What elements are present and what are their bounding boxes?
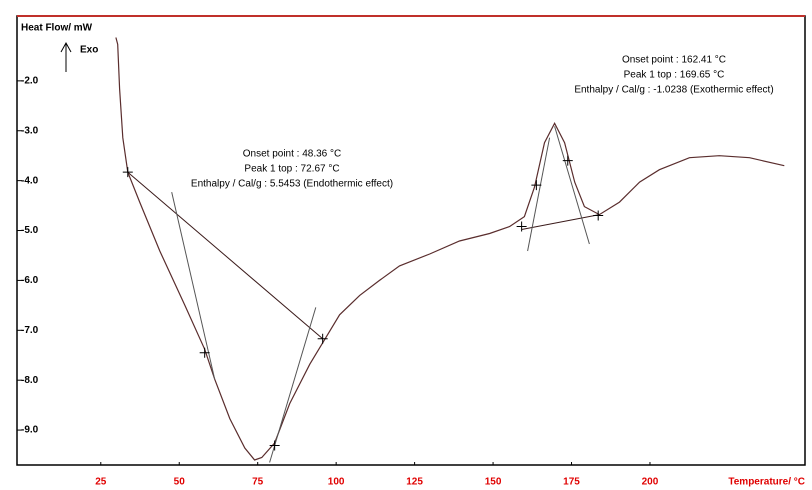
construction-line (527, 137, 551, 252)
x-tick-label: 150 (485, 477, 502, 488)
x-tick-label: 100 (328, 477, 345, 488)
construction-line (127, 171, 324, 340)
annotation: Onset point : 162.41 °C (622, 55, 726, 66)
x-tick-label: 200 (642, 477, 659, 488)
marker (516, 221, 527, 232)
marker (199, 347, 210, 358)
construction-line (554, 126, 590, 245)
x-tick-label: 50 (174, 477, 186, 488)
exo-label: Exo (80, 45, 98, 56)
annotation: Enthalpy / Cal/g : 5.5453 (Endothermic e… (191, 179, 393, 190)
y-tick-label: -9.0 (21, 425, 39, 436)
y-tick-label: -7.0 (21, 325, 39, 336)
marker (269, 440, 280, 451)
x-tick-label: 175 (563, 477, 580, 488)
annotation: Onset point : 48.36 °C (243, 149, 342, 160)
plot-frame (16, 15, 806, 466)
heat-flow-curve (115, 37, 785, 461)
x-tick-label: 125 (406, 477, 423, 488)
y-axis-label: Heat Flow/ mW (21, 23, 93, 34)
exo-arrow (60, 41, 72, 72)
construction-line (521, 214, 600, 230)
x-tick-label: 25 (95, 477, 107, 488)
y-tick-label: -2.0 (21, 75, 39, 86)
annotation: Peak 1 top : 169.65 °C (624, 70, 725, 81)
y-tick-label: -3.0 (21, 125, 39, 136)
marker (317, 333, 328, 344)
marker (562, 155, 573, 166)
annotation: Peak 1 top : 72.67 °C (244, 164, 339, 175)
x-tick-label: 75 (252, 477, 264, 488)
annotation: Enthalpy / Cal/g : -1.0238 (Exothermic e… (574, 85, 773, 96)
y-tick-label: -6.0 (21, 275, 39, 286)
marker (593, 210, 604, 221)
construction-line (269, 307, 317, 463)
y-tick-label: -5.0 (21, 225, 39, 236)
y-tick-label: -8.0 (21, 375, 39, 386)
marker (531, 180, 542, 191)
y-tick-label: -4.0 (21, 175, 39, 186)
construction-line (171, 191, 216, 380)
x-axis-label: Temperature/ °C (728, 477, 805, 488)
marker (122, 167, 133, 178)
